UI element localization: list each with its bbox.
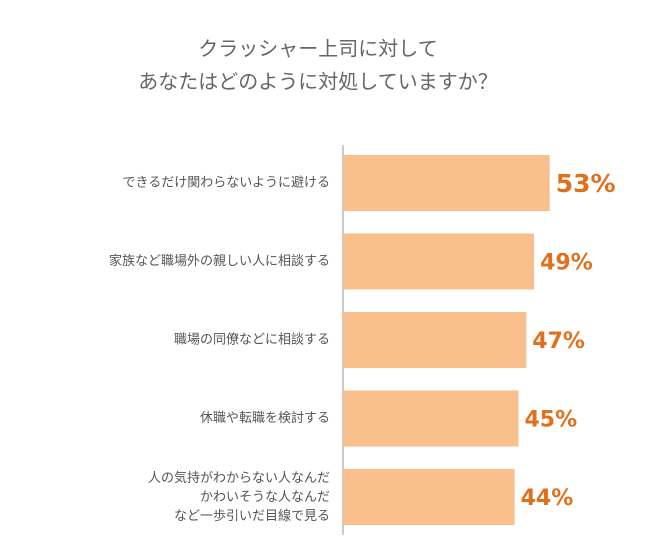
y-tick-label: できるだけ関わらないように避ける xyxy=(123,176,330,191)
value-label: 45% xyxy=(525,408,578,433)
bar xyxy=(343,469,515,525)
bar xyxy=(343,312,527,368)
y-tick-label: 休職や転職を検討する xyxy=(200,410,330,426)
value-label: 49% xyxy=(540,251,593,276)
y-tick-label: 人の気持がわからない人なんだかわいそうな人なんだなど一歩引いだ目線で見る xyxy=(148,470,330,524)
bar xyxy=(343,390,519,447)
value-label: 47% xyxy=(532,329,585,354)
chart-title: あなたはどのように対処していますか？ xyxy=(138,70,497,94)
chart-title: クラッシャー上司に対して xyxy=(198,37,437,61)
y-tick-label: 職場の同僚などに相談する xyxy=(174,332,330,348)
bar xyxy=(343,233,535,290)
y-tick-label: 家族など職場外の親しい人に相談する xyxy=(109,253,330,269)
bar xyxy=(343,155,550,211)
value-label: 53% xyxy=(556,169,616,198)
value-label: 44% xyxy=(521,486,574,511)
